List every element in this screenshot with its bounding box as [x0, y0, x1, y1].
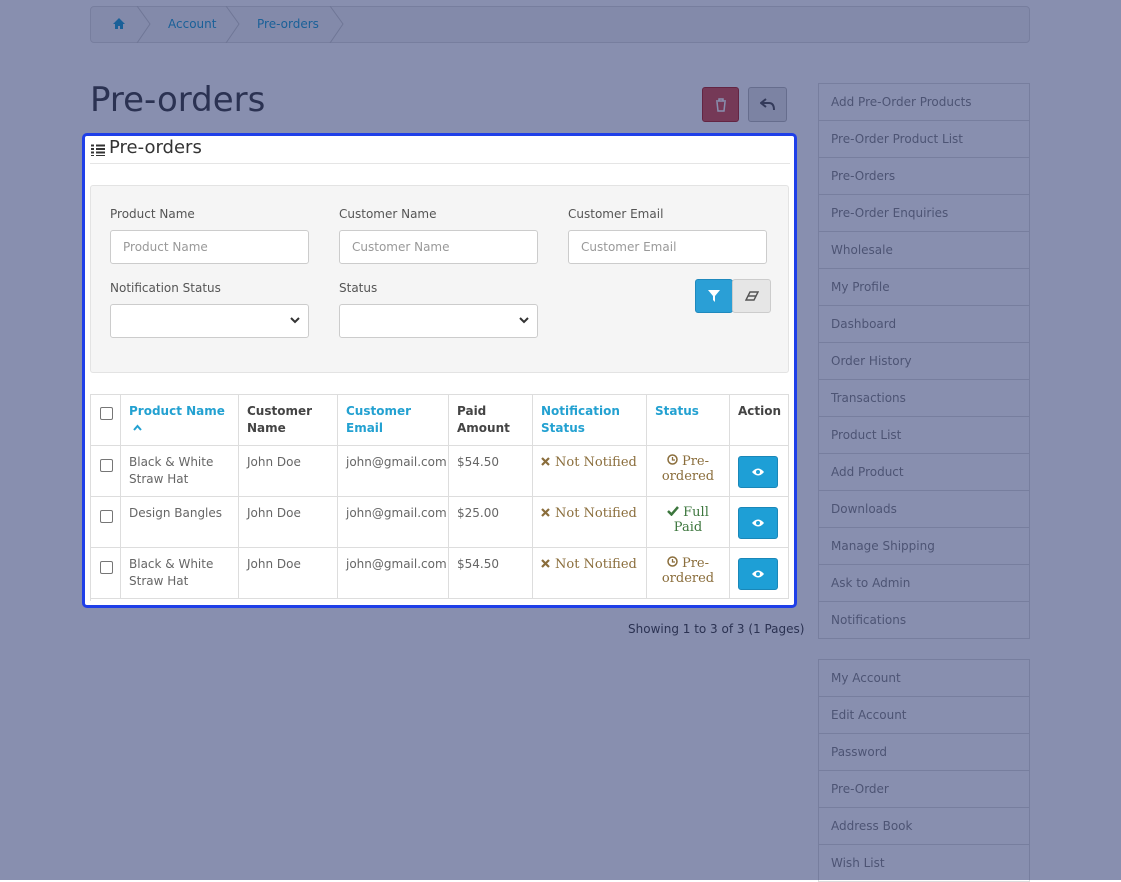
- cell-text: john@gmail.com: [346, 455, 447, 469]
- check-icon: [667, 506, 680, 517]
- cell: Not Notified: [533, 497, 647, 548]
- checkbox[interactable]: [100, 407, 113, 420]
- cell: Pre-ordered: [647, 548, 730, 599]
- cell: john@gmail.com: [338, 446, 449, 497]
- cell: [91, 548, 121, 599]
- header-cell: Notification Status: [533, 395, 647, 446]
- select-label: Status: [339, 281, 378, 295]
- cell: [91, 446, 121, 497]
- preorders-panel: Pre-orders Product Name Product Name Custo…: [82, 133, 797, 608]
- cell: Design Bangles: [121, 497, 239, 548]
- checkbox[interactable]: [100, 561, 113, 574]
- filter-label: Product Name: [110, 207, 195, 221]
- table: Product Name Customer Name Customer Email P…: [90, 394, 789, 601]
- notification-status: Not Notified: [555, 506, 637, 521]
- eye-icon: [752, 468, 764, 476]
- eraser-icon: [745, 291, 759, 301]
- filter-box: Product Name Product Name Customer Name Cus…: [90, 185, 789, 373]
- cell: john@gmail.com: [338, 548, 449, 599]
- cell: Not Notified: [533, 446, 647, 497]
- column-header: Action: [738, 404, 782, 418]
- filter-label: Customer Email: [568, 207, 664, 221]
- select-input[interactable]: [110, 304, 309, 338]
- cell-text: John Doe: [247, 455, 301, 469]
- cell-text: Black & White Straw Hat: [129, 557, 214, 588]
- cell: John Doe: [239, 497, 338, 548]
- sort-icon: [133, 424, 142, 431]
- select-label: Notification Status: [110, 281, 221, 295]
- cell: john@gmail.com: [338, 497, 449, 548]
- cell: [730, 446, 789, 497]
- cell-text: $54.50: [457, 455, 499, 469]
- filter-input[interactable]: Customer Email: [568, 230, 767, 264]
- header-cell: Status: [647, 395, 730, 446]
- cell-text: Black & White Straw Hat: [129, 455, 214, 486]
- cell: Black & White Straw Hat: [121, 548, 239, 599]
- cell: Black & White Straw Hat: [121, 446, 239, 497]
- clear-button[interactable]: [732, 279, 771, 313]
- panel-title: Pre-orders: [109, 137, 202, 158]
- checkbox[interactable]: [100, 510, 113, 523]
- cell: John Doe: [239, 446, 338, 497]
- header-cell: Action: [730, 395, 789, 446]
- cell-text: john@gmail.com: [346, 557, 447, 571]
- eye-icon: [752, 519, 764, 527]
- column-header: Customer Name: [247, 404, 313, 435]
- column-header: Paid Amount: [457, 404, 510, 435]
- cell-text: john@gmail.com: [346, 506, 447, 520]
- header-cell: [91, 395, 121, 446]
- clock-icon: [667, 556, 678, 567]
- cross-icon: [541, 508, 550, 517]
- cell-text: Design Bangles: [129, 506, 223, 520]
- cell: [730, 548, 789, 599]
- list-icon: [91, 144, 105, 156]
- select-input[interactable]: [339, 304, 538, 338]
- status: Pre-ordered: [661, 454, 715, 484]
- filter-input[interactable]: Customer Name: [339, 230, 538, 264]
- select-arrow: [290, 317, 300, 324]
- filter-button[interactable]: [695, 279, 733, 313]
- cell: John Doe: [239, 548, 338, 599]
- cell: $25.00: [449, 497, 533, 548]
- column-header[interactable]: Notification Status: [541, 404, 620, 435]
- view-button[interactable]: [738, 507, 778, 539]
- select-arrow: [519, 317, 529, 324]
- column-header[interactable]: Status: [655, 404, 699, 418]
- cell: [91, 497, 121, 548]
- cell-text: $25.00: [457, 506, 499, 520]
- clock-icon: [667, 454, 678, 465]
- view-button[interactable]: [738, 456, 778, 488]
- eye-icon: [752, 570, 764, 578]
- header-cell: Product Name: [121, 395, 239, 446]
- header-cell: Customer Name: [239, 395, 338, 446]
- notification-status: Not Notified: [555, 455, 637, 470]
- column-header[interactable]: Product Name: [129, 404, 225, 418]
- header-cell: Paid Amount: [449, 395, 533, 446]
- divider: [90, 163, 790, 164]
- cross-icon: [541, 457, 550, 466]
- cell: $54.50: [449, 446, 533, 497]
- filter-icon: [708, 290, 720, 302]
- cell: $54.50: [449, 548, 533, 599]
- filter-label: Customer Name: [339, 207, 437, 221]
- cell: Not Notified: [533, 548, 647, 599]
- cell-text: John Doe: [247, 557, 301, 571]
- filter-input[interactable]: Product Name: [110, 230, 309, 264]
- cell: Full Paid: [647, 497, 730, 548]
- notification-status: Not Notified: [555, 557, 637, 572]
- cell-text: $54.50: [457, 557, 499, 571]
- header-cell: Customer Email: [338, 395, 449, 446]
- cell: [730, 497, 789, 548]
- column-header[interactable]: Customer Email: [346, 404, 412, 435]
- cross-icon: [541, 559, 550, 568]
- status: Full Paid: [673, 505, 709, 535]
- cell: Pre-ordered: [647, 446, 730, 497]
- cell-text: John Doe: [247, 506, 301, 520]
- checkbox[interactable]: [100, 459, 113, 472]
- view-button[interactable]: [738, 558, 778, 590]
- status: Pre-ordered: [661, 556, 715, 586]
